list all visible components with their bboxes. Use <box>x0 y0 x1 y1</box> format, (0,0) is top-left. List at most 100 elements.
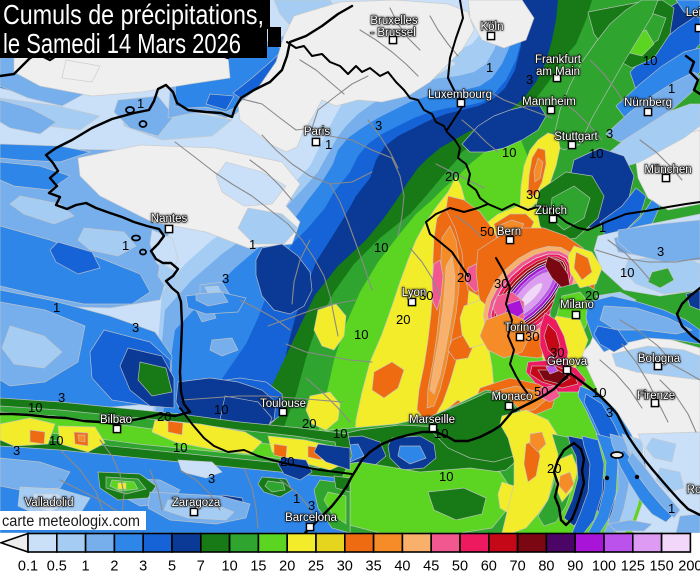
svg-text:- Brussel: - Brussel <box>370 27 415 39</box>
svg-text:0.5: 0.5 <box>47 559 67 575</box>
svg-text:20: 20 <box>396 312 410 327</box>
svg-text:1: 1 <box>668 501 675 516</box>
svg-text:10: 10 <box>643 53 657 68</box>
svg-text:80: 80 <box>538 559 554 575</box>
svg-text:150: 150 <box>649 559 673 575</box>
svg-text:3: 3 <box>375 118 382 133</box>
svg-text:Roma: Roma <box>687 484 700 496</box>
svg-text:100: 100 <box>592 559 616 575</box>
svg-text:30: 30 <box>337 559 353 575</box>
svg-text:Bologna: Bologna <box>638 353 681 365</box>
svg-text:Genova: Genova <box>547 356 588 368</box>
svg-text:50: 50 <box>452 559 468 575</box>
svg-text:1: 1 <box>668 81 675 96</box>
svg-text:30: 30 <box>419 288 433 303</box>
svg-text:Mannheim: Mannheim <box>522 96 576 108</box>
svg-text:20: 20 <box>445 169 459 184</box>
svg-text:10: 10 <box>333 426 347 441</box>
svg-text:10: 10 <box>592 385 606 400</box>
svg-text:1: 1 <box>249 237 256 252</box>
svg-text:München: München <box>644 164 691 176</box>
svg-text:10: 10 <box>502 145 516 160</box>
svg-text:10: 10 <box>28 400 42 415</box>
svg-text:90: 90 <box>567 559 583 575</box>
svg-text:Milano: Milano <box>560 299 594 311</box>
svg-text:Nürnberg: Nürnberg <box>624 97 672 109</box>
svg-text:Bruxelles: Bruxelles <box>370 15 418 27</box>
svg-text:20: 20 <box>585 288 599 303</box>
svg-text:10: 10 <box>374 240 388 255</box>
svg-text:Köln: Köln <box>480 21 503 33</box>
svg-text:30: 30 <box>494 276 508 291</box>
svg-text:2: 2 <box>110 559 118 575</box>
svg-text:20: 20 <box>302 416 316 431</box>
svg-text:Nantes: Nantes <box>151 213 188 225</box>
svg-text:3: 3 <box>606 126 613 141</box>
svg-text:50: 50 <box>480 224 494 239</box>
svg-text:Firenze: Firenze <box>637 390 675 402</box>
svg-text:3: 3 <box>13 443 20 458</box>
svg-text:1: 1 <box>599 220 606 235</box>
svg-text:am Main: am Main <box>536 66 580 78</box>
svg-text:45: 45 <box>423 559 439 575</box>
svg-text:20: 20 <box>547 461 561 476</box>
svg-text:Luxembourg: Luxembourg <box>428 89 492 101</box>
svg-text:125: 125 <box>621 559 645 575</box>
svg-text:200: 200 <box>678 559 700 575</box>
svg-text:10: 10 <box>434 426 448 441</box>
svg-text:10: 10 <box>173 440 187 455</box>
svg-text:3: 3 <box>139 559 147 575</box>
svg-text:10: 10 <box>439 469 453 484</box>
svg-text:1: 1 <box>293 491 300 506</box>
svg-text:Torino: Torino <box>504 322 535 334</box>
svg-text:5: 5 <box>168 559 176 575</box>
svg-text:10: 10 <box>222 559 238 575</box>
svg-text:3: 3 <box>606 405 613 420</box>
svg-text:1: 1 <box>122 238 129 253</box>
svg-text:Toulouse: Toulouse <box>260 398 306 410</box>
svg-text:Leipzig: Leipzig <box>686 7 700 19</box>
svg-text:40: 40 <box>394 559 410 575</box>
svg-text:0.1: 0.1 <box>18 559 38 575</box>
svg-text:le Samedi 14 Mars 2026: le Samedi 14 Mars 2026 <box>3 28 241 59</box>
svg-text:Monaco: Monaco <box>492 391 533 403</box>
svg-text:3: 3 <box>526 72 533 87</box>
svg-text:60: 60 <box>481 559 497 575</box>
svg-text:50: 50 <box>534 384 548 399</box>
svg-text:20: 20 <box>457 270 471 285</box>
svg-text:3: 3 <box>208 471 215 486</box>
svg-text:35: 35 <box>366 559 382 575</box>
svg-text:Bilbao: Bilbao <box>100 414 132 426</box>
svg-text:3: 3 <box>58 390 65 405</box>
svg-text:1: 1 <box>137 96 144 111</box>
svg-text:1: 1 <box>53 300 60 315</box>
svg-text:30: 30 <box>525 329 539 344</box>
svg-text:20: 20 <box>280 454 294 469</box>
svg-text:Frankfurt: Frankfurt <box>535 54 582 66</box>
svg-text:25: 25 <box>308 559 324 575</box>
svg-text:Zaragoza: Zaragoza <box>172 497 221 509</box>
svg-text:70: 70 <box>510 559 526 575</box>
svg-text:10: 10 <box>620 265 634 280</box>
svg-text:10: 10 <box>354 327 368 342</box>
svg-text:1: 1 <box>486 60 493 75</box>
svg-text:1: 1 <box>325 137 332 152</box>
svg-text:Marseille: Marseille <box>409 414 455 426</box>
svg-text:30: 30 <box>526 187 540 202</box>
svg-text:Lyon: Lyon <box>402 287 427 299</box>
svg-text:20: 20 <box>279 559 295 575</box>
svg-text:3: 3 <box>132 320 139 335</box>
svg-text:3: 3 <box>657 244 664 259</box>
svg-text:3: 3 <box>222 271 229 286</box>
svg-text:15: 15 <box>250 559 266 575</box>
svg-text:carte meteologix.com: carte meteologix.com <box>2 513 140 530</box>
svg-text:Stuttgart: Stuttgart <box>554 131 598 143</box>
svg-text:10: 10 <box>214 402 228 417</box>
svg-text:Valladolid: Valladolid <box>24 497 73 509</box>
svg-text:10: 10 <box>589 146 603 161</box>
svg-text:7: 7 <box>197 559 205 575</box>
svg-text:1: 1 <box>82 559 90 575</box>
svg-text:Cumuls de précipitations,: Cumuls de précipitations, <box>3 0 264 30</box>
svg-text:30: 30 <box>550 345 564 360</box>
svg-text:Bern: Bern <box>497 226 521 238</box>
